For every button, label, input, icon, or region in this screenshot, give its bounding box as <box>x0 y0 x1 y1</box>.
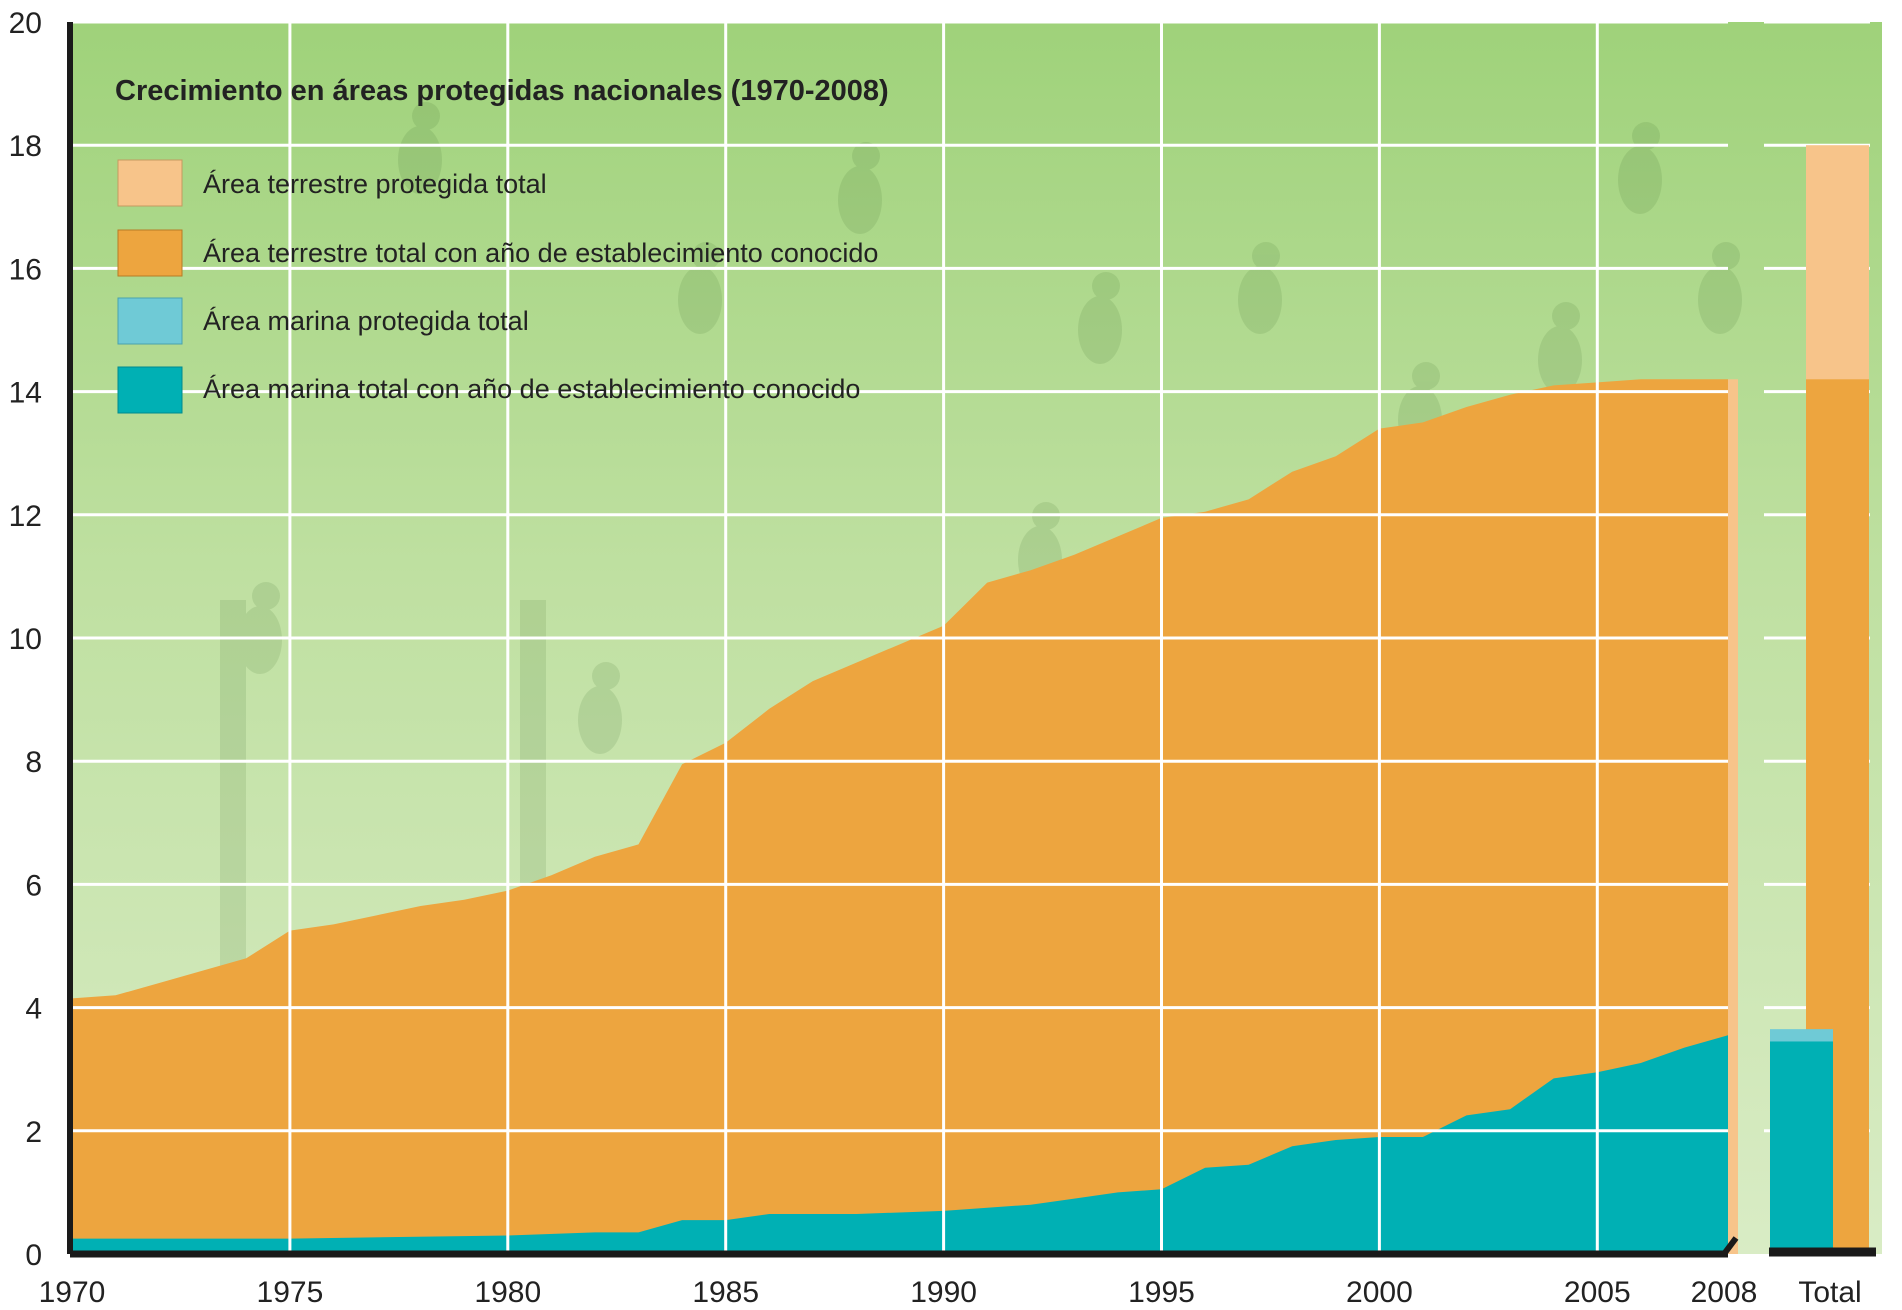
legend-item-marina-conocido: Área marina total con año de establecimi… <box>117 366 860 414</box>
legend-item-marina-total: Área marina protegida total <box>117 297 529 345</box>
monkey-silhouette <box>1618 146 1662 214</box>
monkey-silhouette <box>578 686 622 754</box>
axis-break-mark <box>1721 1236 1739 1256</box>
x-tick-label: 2008 <box>1691 1276 1758 1309</box>
x-tick-label: 1975 <box>257 1276 324 1309</box>
y-tick-label: 12 <box>9 500 42 533</box>
x-tick-label: 1990 <box>910 1276 977 1309</box>
area-marina-conocido <box>72 1035 1728 1254</box>
monkey-silhouette-head <box>692 242 720 270</box>
x-tick-label-total: Total <box>1798 1276 1861 1309</box>
monkey-silhouette <box>838 166 882 234</box>
monkey-silhouette <box>398 126 442 194</box>
x-tick-label: 1995 <box>1128 1276 1195 1309</box>
monkey-silhouette-head <box>1632 122 1660 150</box>
total-bar-marina-conocido <box>1770 1041 1833 1254</box>
axes <box>67 22 1876 1258</box>
area-terrestre-total-edge <box>1728 379 1738 1254</box>
y-tick-label: 0 <box>25 1239 42 1272</box>
monkey-silhouette-head <box>1552 302 1580 330</box>
monkey-silhouette-head <box>1712 242 1740 270</box>
monkey-silhouette <box>238 606 282 674</box>
series-areas <box>72 379 1738 1254</box>
legend-swatch <box>117 297 183 345</box>
monkey-silhouette <box>1078 296 1122 364</box>
y-tick-label: 16 <box>9 253 42 286</box>
x-tick-label: 2000 <box>1346 1276 1413 1309</box>
x-tick-labels: 1970 1975 1980 1985 1990 1995 2000 2005 2008 Tota… <box>39 1276 1862 1309</box>
chart-title: Crecimiento en áreas protegidas nacional… <box>115 75 889 107</box>
x-tick-label: 1980 <box>474 1276 541 1309</box>
x-tick-label: 1970 <box>39 1276 106 1309</box>
x-tick-label: 1985 <box>692 1276 759 1309</box>
y-tick-label: 14 <box>9 377 42 410</box>
monkey-silhouette-head <box>412 102 440 130</box>
legend-label: Área marina protegida total <box>203 306 529 336</box>
y-tick-labels: 0 2 4 6 8 10 12 14 16 18 20 <box>9 7 42 1272</box>
monkey-silhouette <box>1538 326 1582 394</box>
y-tick-label: 2 <box>25 1116 42 1149</box>
legend-item-terrestre-conocido: Área terrestre total con año de establec… <box>117 229 878 277</box>
monkey-silhouette <box>1238 266 1282 334</box>
legend: Crecimiento en áreas protegidas nacional… <box>115 75 889 414</box>
monkey-silhouette-head <box>1092 272 1120 300</box>
y-tick-label: 8 <box>25 746 42 779</box>
area-terrestre-conocido <box>72 379 1728 1254</box>
legend-swatch <box>117 229 183 277</box>
legend-swatch <box>117 366 183 414</box>
legend-label: Área terrestre total con año de establec… <box>203 238 878 268</box>
x-tick-label: 2005 <box>1564 1276 1631 1309</box>
y-tick-label: 20 <box>9 7 42 40</box>
total-bars <box>1770 145 1869 1255</box>
monkey-silhouette <box>1698 266 1742 334</box>
legend-item-terrestre-total: Área terrestre protegida total <box>117 159 547 207</box>
monkey-silhouette-head <box>852 142 880 170</box>
monkey-silhouette <box>678 266 722 334</box>
monkey-silhouette-head <box>1412 362 1440 390</box>
legend-label: Área marina total con año de establecimi… <box>203 374 860 404</box>
y-tick-label: 18 <box>9 130 42 163</box>
legend-label: Área terrestre protegida total <box>203 169 547 199</box>
y-tick-label: 4 <box>25 993 42 1026</box>
legend-swatch <box>117 159 183 207</box>
monkey-silhouette-head <box>252 582 280 610</box>
monkey-silhouette-head <box>1252 242 1280 270</box>
y-tick-label: 6 <box>25 869 42 902</box>
monkey-silhouette-head <box>592 662 620 690</box>
y-tick-label: 10 <box>9 623 42 656</box>
